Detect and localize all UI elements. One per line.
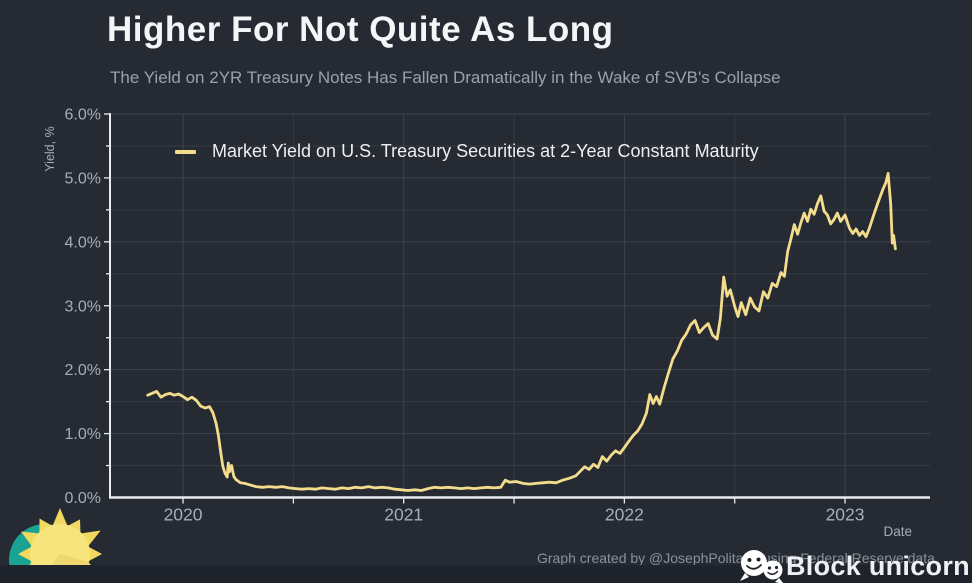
y-tick-label: 0.0%	[65, 490, 101, 507]
brand-wordmark: Block unicorn	[786, 551, 970, 581]
wechat-eye	[774, 565, 779, 570]
x-tick-label: 2020	[164, 505, 203, 525]
legend: Market Yield on U.S. Treasury Securities…	[175, 141, 759, 162]
wechat-small-bubble	[763, 560, 783, 580]
wechat-eye	[767, 566, 772, 570]
wechat-big-bubble	[741, 550, 767, 576]
x-tick-label: 2022	[605, 505, 644, 525]
chart-title: Higher For Not Quite As Long	[107, 10, 614, 49]
y-tick-label: 2.0%	[65, 362, 101, 379]
attribution-text: Graph created by @JosephPolitano using F…	[537, 550, 935, 566]
footer-bar	[0, 565, 972, 583]
legend-label: Market Yield on U.S. Treasury Securities…	[212, 141, 759, 161]
wechat-eye	[747, 558, 752, 562]
wechat-eye	[756, 557, 761, 562]
y-tick-label: 5.0%	[65, 170, 101, 187]
legend-line-swatch	[175, 149, 196, 154]
y-tick-label: 1.0%	[65, 426, 101, 443]
yield-line	[146, 171, 897, 492]
x-tick-label: 2023	[826, 505, 865, 525]
wechat-big-bubble-tail	[740, 573, 749, 581]
wechat-smile	[746, 564, 762, 570]
y-tick-label: 3.0%	[65, 298, 101, 315]
wechat-smile	[767, 570, 779, 575]
x-axis-title: Date	[883, 524, 912, 539]
wechat-small-bubble-tail	[775, 578, 784, 583]
x-tick-label: 2021	[384, 505, 423, 525]
y-tick-label: 4.0%	[65, 234, 101, 251]
y-tick-label: 6.0%	[65, 107, 101, 124]
chart-subtitle: The Yield on 2YR Treasury Notes Has Fall…	[110, 68, 781, 87]
